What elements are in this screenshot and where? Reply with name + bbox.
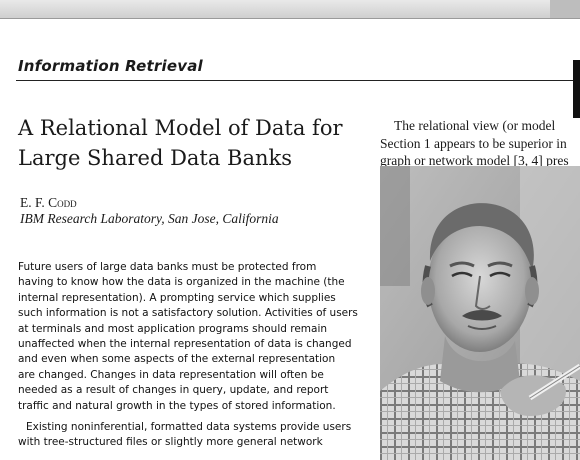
- window-top-bar: [0, 0, 580, 19]
- abstract: Future users of large data banks must be…: [18, 260, 358, 451]
- article-title-line-2: Large Shared Data Banks: [18, 146, 293, 170]
- window-top-bar-edge: [550, 0, 580, 18]
- abstract-line: and even when some aspects of the extern…: [18, 353, 336, 366]
- author-portrait-photo: [380, 166, 580, 460]
- abstract-line: with tree-structured files or slightly m…: [18, 436, 323, 449]
- abstract-line: unaffected when the internal representat…: [18, 338, 352, 351]
- author-name-text: E. F. Codd: [20, 195, 77, 210]
- portrait-photo-icon: [380, 166, 580, 460]
- header-rule: [16, 80, 580, 81]
- abstract-line: traffic and natural growth in the types …: [18, 399, 336, 412]
- page-edge-bar: [573, 60, 580, 118]
- abstract-line: at terminals and most application progra…: [18, 322, 328, 335]
- article-title: A Relational Model of Data for Large Sha…: [18, 113, 368, 173]
- abstract-line: needed as a result of changes in query, …: [18, 384, 329, 397]
- abstract-line: Existing noninferential, formatted data …: [26, 421, 352, 434]
- right-column-line: Section 1 appears to be superior in: [380, 135, 567, 151]
- abstract-line: having to know how the data is organized…: [18, 276, 345, 289]
- abstract-line: Future users of large data banks must be…: [18, 261, 317, 273]
- article-title-line-1: A Relational Model of Data for: [18, 116, 343, 140]
- abstract-line: internal representation). A prompting se…: [18, 291, 336, 304]
- section-label: Information Retrieval: [18, 57, 203, 75]
- right-column-line: The relational view (or model: [394, 118, 556, 133]
- author-name: E. F. Codd: [20, 195, 77, 211]
- abstract-line: such information is not a satisfactory s…: [18, 307, 358, 320]
- author-affiliation: IBM Research Laboratory, San Jose, Calif…: [20, 211, 279, 226]
- abstract-line: are changed. Changes in data representat…: [18, 368, 324, 381]
- right-column-text: The relational view (or model Section 1 …: [380, 117, 580, 170]
- right-column-line: graph or network model [3, 4] pres: [380, 153, 569, 168]
